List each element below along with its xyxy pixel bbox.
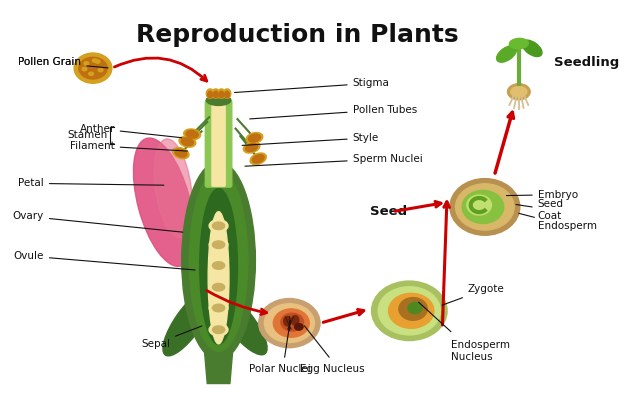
- Ellipse shape: [522, 40, 542, 56]
- Ellipse shape: [462, 190, 504, 223]
- Ellipse shape: [182, 138, 193, 146]
- Ellipse shape: [209, 259, 228, 272]
- Ellipse shape: [208, 91, 212, 98]
- Text: Pollen Tubes: Pollen Tubes: [250, 105, 417, 119]
- Ellipse shape: [244, 142, 260, 153]
- Ellipse shape: [213, 290, 267, 355]
- Text: Sperm Nuclei: Sperm Nuclei: [245, 154, 423, 166]
- Text: Ovary: Ovary: [13, 211, 183, 232]
- Ellipse shape: [450, 179, 520, 235]
- Ellipse shape: [175, 149, 187, 157]
- Text: Seed
Coat: Seed Coat: [516, 199, 564, 220]
- Ellipse shape: [186, 131, 198, 138]
- Ellipse shape: [511, 87, 527, 97]
- Polygon shape: [203, 339, 233, 384]
- Text: Egg Nucleus: Egg Nucleus: [300, 364, 364, 374]
- Ellipse shape: [93, 59, 97, 62]
- Text: Petal: Petal: [18, 178, 164, 188]
- Ellipse shape: [274, 309, 309, 337]
- Ellipse shape: [209, 281, 228, 293]
- Ellipse shape: [179, 136, 196, 147]
- Ellipse shape: [212, 222, 225, 229]
- Ellipse shape: [212, 241, 225, 248]
- Ellipse shape: [209, 302, 228, 314]
- Ellipse shape: [209, 323, 228, 336]
- Ellipse shape: [284, 316, 291, 326]
- Ellipse shape: [212, 262, 225, 269]
- Ellipse shape: [213, 91, 218, 98]
- Text: Seed: Seed: [369, 205, 407, 218]
- Ellipse shape: [252, 154, 264, 163]
- Ellipse shape: [154, 139, 192, 237]
- Ellipse shape: [79, 57, 107, 79]
- Ellipse shape: [496, 46, 516, 62]
- Ellipse shape: [183, 129, 200, 140]
- FancyBboxPatch shape: [205, 100, 232, 187]
- Ellipse shape: [133, 138, 194, 267]
- Ellipse shape: [82, 68, 87, 71]
- Ellipse shape: [207, 95, 231, 105]
- Ellipse shape: [408, 302, 422, 314]
- Ellipse shape: [173, 147, 189, 159]
- Text: Embryo: Embryo: [506, 190, 578, 200]
- Ellipse shape: [98, 68, 103, 72]
- Text: Zygote: Zygote: [442, 284, 505, 305]
- Text: Polar Nuclei: Polar Nuclei: [249, 364, 311, 374]
- Ellipse shape: [264, 304, 314, 342]
- Text: Endosperm
Nucleus: Endosperm Nucleus: [451, 340, 510, 362]
- Ellipse shape: [467, 195, 491, 215]
- Ellipse shape: [95, 60, 100, 63]
- Ellipse shape: [89, 72, 93, 75]
- Ellipse shape: [378, 287, 441, 335]
- Ellipse shape: [246, 133, 263, 143]
- Ellipse shape: [218, 89, 225, 98]
- Text: Stamen: Stamen: [67, 130, 107, 140]
- Ellipse shape: [223, 89, 231, 98]
- Text: Pollen Grain: Pollen Grain: [18, 57, 81, 68]
- Ellipse shape: [291, 316, 299, 325]
- Text: Pollen Grain: Pollen Grain: [18, 57, 108, 68]
- Ellipse shape: [225, 91, 229, 98]
- Ellipse shape: [372, 281, 447, 341]
- Ellipse shape: [212, 89, 220, 98]
- Text: Stigma: Stigma: [235, 78, 389, 93]
- Ellipse shape: [84, 62, 89, 65]
- Ellipse shape: [212, 326, 225, 333]
- Ellipse shape: [209, 220, 228, 232]
- FancyBboxPatch shape: [212, 101, 225, 186]
- Text: Style: Style: [242, 133, 379, 145]
- Text: Endosperm: Endosperm: [519, 213, 597, 231]
- Ellipse shape: [200, 189, 237, 344]
- Ellipse shape: [510, 38, 528, 49]
- Ellipse shape: [209, 239, 228, 251]
- Text: Sepal: Sepal: [141, 326, 202, 349]
- Ellipse shape: [74, 53, 112, 83]
- Ellipse shape: [212, 304, 225, 312]
- Ellipse shape: [249, 134, 260, 142]
- Ellipse shape: [219, 91, 223, 98]
- Ellipse shape: [207, 89, 214, 98]
- Ellipse shape: [281, 313, 304, 331]
- Text: Anther: Anther: [80, 124, 182, 138]
- Ellipse shape: [508, 84, 530, 100]
- Ellipse shape: [208, 212, 229, 344]
- Ellipse shape: [259, 299, 320, 348]
- Ellipse shape: [295, 323, 303, 330]
- Ellipse shape: [163, 288, 214, 356]
- Ellipse shape: [399, 297, 428, 320]
- Ellipse shape: [456, 184, 514, 230]
- Text: Seedling: Seedling: [554, 56, 619, 69]
- Ellipse shape: [203, 285, 230, 365]
- Text: Ovule: Ovule: [14, 251, 195, 270]
- Ellipse shape: [182, 162, 255, 360]
- Ellipse shape: [389, 293, 434, 328]
- Text: Reproduction in Plants: Reproduction in Plants: [136, 23, 458, 47]
- Ellipse shape: [212, 283, 225, 291]
- Ellipse shape: [245, 143, 257, 152]
- Ellipse shape: [189, 170, 248, 351]
- Ellipse shape: [250, 153, 266, 164]
- Text: Filament: Filament: [70, 140, 187, 151]
